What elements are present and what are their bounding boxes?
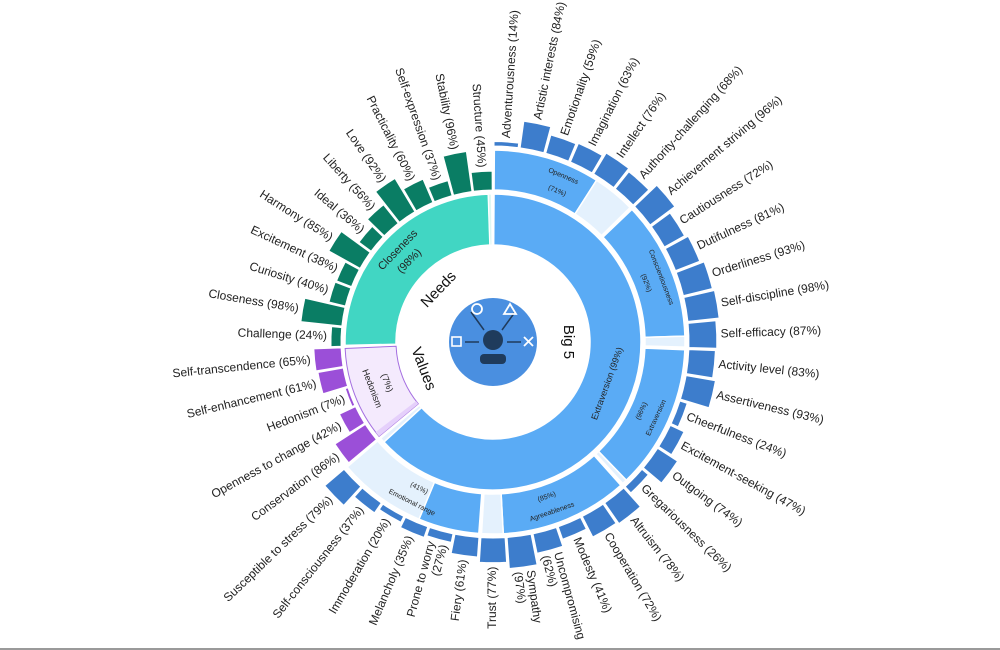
group-label-big5: Big 5 — [560, 325, 577, 359]
icon-connector — [501, 311, 516, 331]
personality-user-icon — [449, 298, 537, 386]
bottom-divider — [0, 648, 1000, 650]
facet-bar-imagination — [569, 142, 603, 174]
need-bar-curiosity — [328, 281, 352, 307]
facet-label-fiery: Fiery (61%) — [448, 559, 470, 622]
facet-label-sympathy-value: (97%) — [511, 571, 529, 605]
square-shape-icon — [451, 336, 462, 347]
facet-label-assertiveness: Assertiveness (93%) — [715, 388, 825, 427]
facet-bar-artistic-interests — [519, 120, 552, 154]
facet-bar-trust — [478, 537, 508, 564]
triangle-shape-icon — [502, 302, 518, 315]
facet-bar-self-discipline — [683, 289, 720, 322]
facet-label-adventurousness: Adventurousness (14%) — [499, 10, 522, 139]
user-head-icon — [483, 330, 503, 350]
facet-label-excitement-seeking: Excitement-seeking (47%) — [679, 438, 809, 518]
value-bar-hedonism — [344, 387, 356, 408]
facet-bar-achievement-striving — [633, 184, 676, 226]
extraversion-highlight-remainder — [379, 404, 423, 444]
facet-bar-susceptible-to-stress — [324, 468, 362, 507]
trait-remainder-agreeableness — [480, 492, 505, 535]
facet-label-sympathy: Sympathy(97%) — [511, 569, 545, 625]
trait-remainder-conscientiousness — [644, 335, 686, 348]
facet-label-artistic-interests: Artistic interests (84%) — [531, 0, 569, 120]
trait-remainder-openness — [573, 179, 632, 237]
facet-bar-adventurousness — [493, 141, 520, 149]
facet-bar-assertiveness — [679, 375, 716, 409]
facet-bar-cooperation — [581, 503, 617, 538]
facet-bar-immoderation — [378, 503, 405, 523]
facet-bar-dutifulness — [664, 235, 701, 272]
facet-bar-cautiousness — [650, 212, 686, 248]
facet-bar-orderliness — [675, 261, 713, 297]
facet-label-orderliness: Orderliness (93%) — [710, 238, 807, 280]
icon-connector — [470, 311, 485, 331]
facet-bar-uncompromising — [532, 526, 564, 554]
x-shape-icon — [523, 336, 534, 347]
value-bar-self-enhancement — [317, 367, 349, 395]
extraversion-highlight-segment — [382, 193, 642, 491]
need-bar-closeness — [300, 297, 346, 327]
facet-bar-self-consciousness — [353, 487, 382, 514]
need-bar-self-expression — [427, 180, 453, 203]
need-bar-stability — [442, 150, 473, 196]
need-label-closeness: Closeness (98%) — [207, 286, 299, 315]
facet-bar-fiery — [450, 533, 480, 558]
facet-label-prone-to-worry: Prone to worry(27%) — [404, 540, 451, 622]
facet-bar-excitement-seeking — [658, 424, 685, 456]
facet-label-trust: Trust (77%) — [485, 567, 499, 629]
need-label-challenge: Challenge (24%) — [237, 326, 327, 343]
facet-bar-activity-level — [685, 349, 716, 379]
need-label-stability: Stability (96%) — [432, 72, 461, 151]
value-bar-openness-to-change — [338, 406, 366, 434]
facet-bar-cheerfulness — [670, 400, 688, 428]
need-bar-harmony — [328, 230, 371, 269]
facet-bar-intellect — [593, 152, 630, 189]
facet-bar-altruism — [604, 487, 642, 525]
need-bar-love — [374, 177, 416, 223]
trait-remainder-emotional-range — [346, 439, 436, 521]
facet-label-achievement-striving: Achievement striving (96%) — [664, 93, 785, 198]
hedonism-highlight-fill — [375, 401, 419, 437]
value-bar-self-transcendence — [313, 347, 344, 372]
closeness-highlight-remainder — [487, 193, 493, 246]
facet-label-self-consciousness: Self-consciousness (37%) — [270, 503, 367, 621]
facet-bar-melancholy — [399, 516, 429, 539]
need-bar-challenge — [330, 326, 343, 348]
facet-bar-emotionality — [545, 134, 577, 162]
user-body-icon — [480, 354, 506, 364]
facet-label-susceptible-to-stress: Susceptible to stress (79%) — [221, 493, 336, 605]
trait-remainder-extraversion — [594, 450, 628, 485]
need-bar-excitement — [335, 261, 361, 288]
group-label-values: Values — [408, 345, 440, 393]
need-bar-liberty — [366, 204, 399, 237]
value-bar-conservation — [334, 423, 378, 464]
facet-label-self-discipline: Self-discipline (98%) — [720, 278, 830, 310]
facet-label-gregariousness: Gregariousness (26%) — [638, 481, 734, 575]
facet-bar-sympathy — [506, 533, 538, 569]
need-bar-structure — [470, 170, 493, 192]
need-label-structure: Structure (45%) — [470, 83, 490, 168]
facet-bar-gregariousness — [624, 468, 650, 494]
facet-bar-self-efficacy — [687, 320, 718, 349]
facet-label-self-efficacy: Self-efficacy (87%) — [720, 323, 821, 340]
circle-shape-icon — [471, 303, 483, 315]
facet-bar-outgoing — [642, 447, 679, 484]
need-bar-practicality — [402, 178, 434, 212]
value-label-self-transcendence: Self-transcendence (65%) — [172, 353, 311, 381]
facet-bar-authority-challenging — [614, 171, 650, 206]
need-bar-ideal — [358, 225, 384, 252]
facet-bar-modesty — [557, 516, 588, 540]
facet-bar-prone-to-worry — [426, 526, 454, 543]
facet-label-activity-level: Activity level (83%) — [718, 357, 820, 381]
